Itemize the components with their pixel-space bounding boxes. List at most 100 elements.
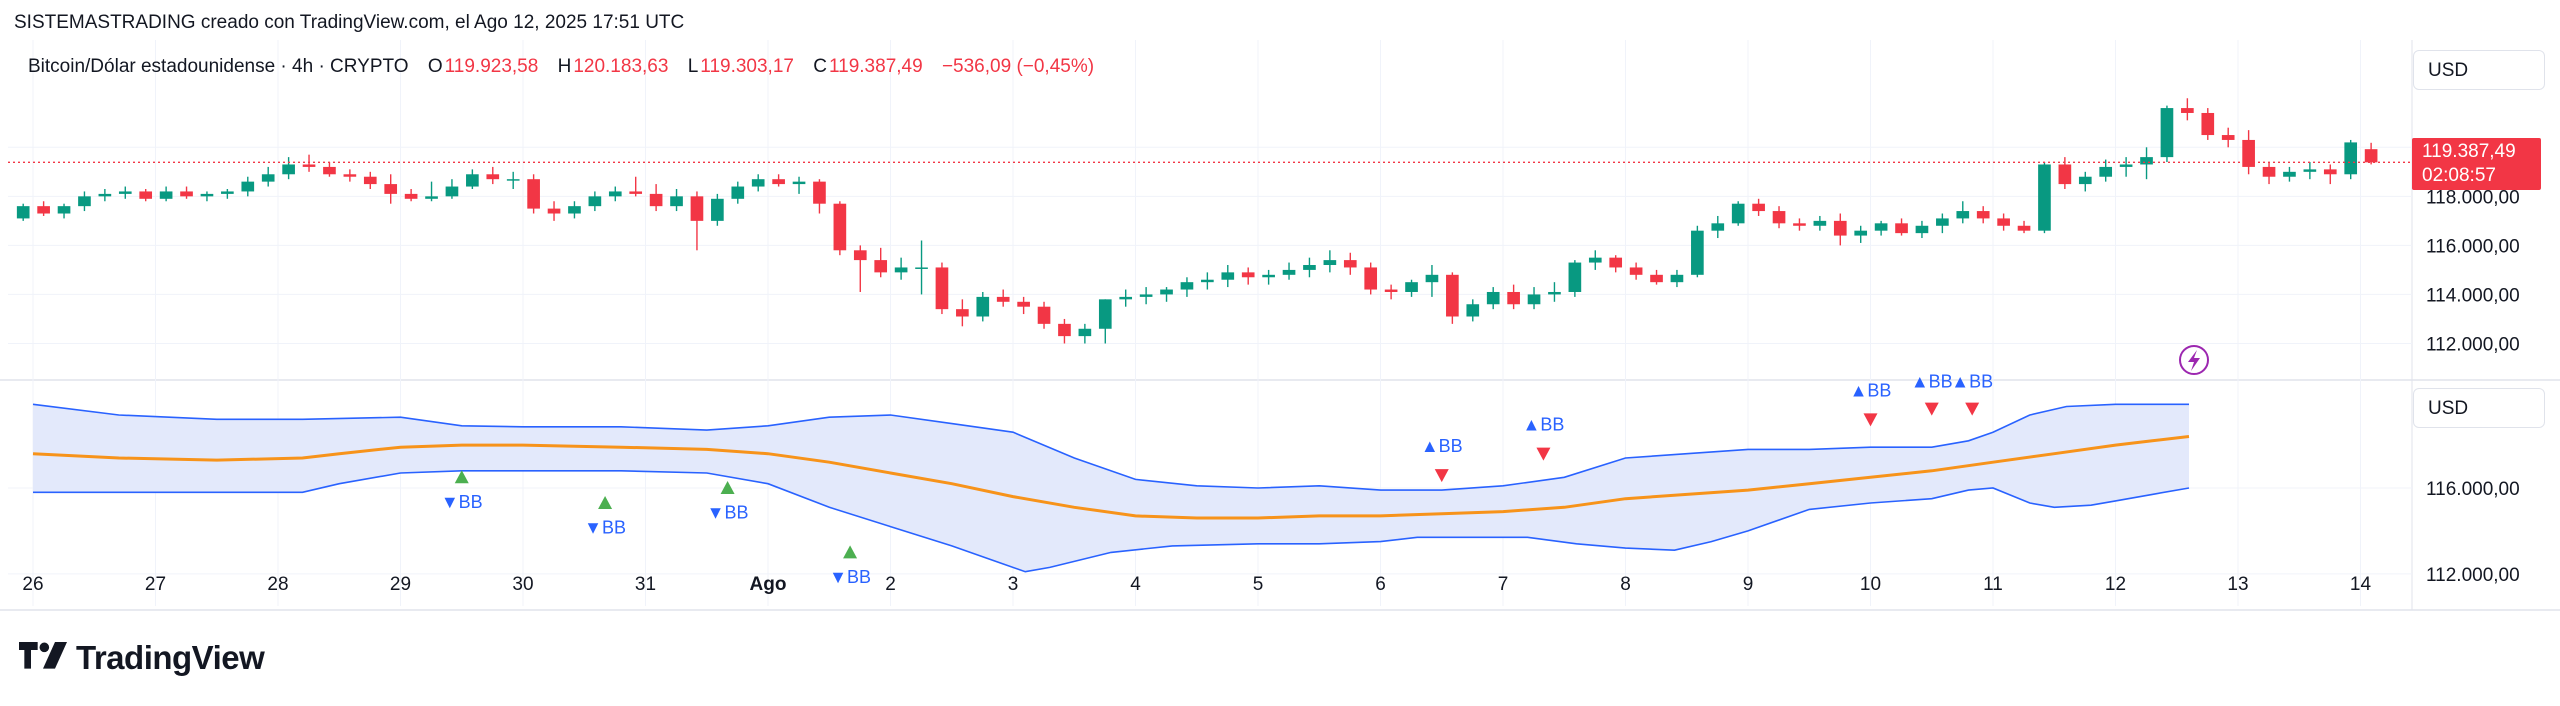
candle-109 — [2242, 130, 2255, 175]
low-label: L — [687, 56, 699, 77]
chart-credit: SISTEMASTRADING creado con TradingView.c… — [14, 12, 685, 33]
candle-body — [1936, 218, 1949, 226]
signal-down-arrow-11 — [1536, 447, 1551, 461]
candle-79 — [1629, 262, 1643, 280]
candle-17 — [363, 171, 377, 189]
candle-70 — [1446, 272, 1459, 324]
candle-94 — [1936, 213, 1949, 234]
candle-body — [466, 174, 479, 187]
candle-102 — [2099, 159, 2113, 182]
y-tick-main-0: 112.000,00 — [2426, 334, 2520, 355]
signal-label-8: ▲BB — [1421, 436, 1463, 456]
candle-72 — [1486, 287, 1500, 310]
candle-body — [1793, 223, 1806, 226]
candle-115 — [2364, 142, 2378, 165]
candle-body — [445, 186, 459, 197]
candle-body — [2119, 164, 2133, 167]
candle-body — [425, 196, 438, 199]
signal-label-5: ▼BB — [707, 503, 749, 523]
logo-wordmark: TradingView — [76, 639, 265, 676]
candle-body — [200, 193, 214, 197]
candle-body — [1384, 289, 1398, 292]
candle-body — [649, 193, 663, 207]
candle-114 — [2344, 139, 2358, 180]
change-value: −536,09 (−0,45%) — [941, 56, 1095, 77]
candle-body — [1752, 203, 1765, 212]
candle-body — [1241, 272, 1255, 278]
candle-77 — [1588, 250, 1602, 270]
candle-57 — [1180, 277, 1194, 297]
candle-33 — [690, 191, 704, 251]
candle-body — [2181, 108, 2194, 113]
candle-body — [2078, 176, 2092, 185]
candle-body — [996, 296, 1010, 302]
candle-body — [874, 260, 888, 273]
candle-body — [159, 191, 173, 199]
candle-body — [118, 191, 132, 194]
candle-99 — [2038, 162, 2051, 234]
candle-82 — [1691, 225, 1704, 278]
high-value: 120.183,63 — [573, 56, 669, 77]
candle-body — [2323, 169, 2337, 175]
bar-countdown: 02:08:57 — [2422, 165, 2496, 186]
close-value: 119.387,49 — [828, 56, 923, 77]
signal-label-7: ▼BB — [829, 567, 871, 587]
candle-body — [2364, 149, 2378, 163]
close-label: C — [813, 56, 827, 77]
candle-68 — [1405, 279, 1418, 297]
candle-20 — [425, 181, 438, 202]
candle-body — [1650, 274, 1663, 283]
candle-body — [2017, 225, 2031, 231]
candle-25 — [527, 174, 540, 214]
candle-60 — [1241, 267, 1255, 285]
candle-body — [2221, 135, 2235, 140]
signal-label-1: ▼BB — [441, 492, 483, 512]
candle-46 — [956, 299, 969, 327]
open-value: 119.923,58 — [444, 56, 539, 77]
price-unit-selector-top[interactable]: USD — [2413, 50, 2545, 90]
candle-body — [404, 193, 418, 199]
candle-body — [343, 174, 357, 177]
candle-86 — [1772, 206, 1786, 229]
candle-45 — [935, 262, 949, 315]
tradingview-logo[interactable]: TradingView — [18, 638, 265, 678]
candle-body — [1976, 211, 1990, 219]
x-tick-11: 6 — [1375, 574, 1386, 595]
candle-9 — [200, 191, 214, 202]
candle-69 — [1425, 265, 1439, 297]
candle-body — [1139, 294, 1153, 297]
candle-body — [935, 267, 949, 310]
candle-body — [772, 179, 785, 185]
signal-down-arrow-17 — [1965, 402, 1980, 416]
candle-body — [1343, 260, 1357, 268]
candle-body — [486, 174, 500, 180]
candle-body — [670, 196, 683, 207]
candle-84 — [1731, 201, 1745, 226]
candle-body — [690, 196, 704, 221]
x-tick-16: 11 — [1983, 574, 2003, 595]
candle-body — [1997, 218, 2010, 226]
price-unit-selector-bottom[interactable]: USD — [2413, 388, 2545, 428]
candle-22 — [466, 169, 479, 189]
candle-26 — [547, 201, 561, 221]
candle-body — [1282, 269, 1296, 275]
candle-53 — [1098, 299, 1112, 344]
candle-body — [1507, 291, 1520, 305]
candle-64 — [1323, 250, 1337, 273]
candle-65 — [1343, 252, 1357, 275]
candle-body — [1527, 294, 1541, 305]
candle-61 — [1262, 269, 1275, 285]
candle-80 — [1650, 269, 1663, 285]
candle-55 — [1139, 287, 1153, 305]
candle-body — [1548, 291, 1561, 295]
candle-body — [547, 208, 561, 214]
candle-112 — [2303, 162, 2317, 180]
candle-body — [180, 191, 193, 197]
candle-body — [241, 181, 255, 192]
candle-85 — [1752, 198, 1765, 216]
candle-body — [1670, 274, 1684, 283]
y-tick-ind-0: 112.000,00 — [2426, 565, 2520, 586]
symbol-title[interactable]: Bitcoin/Dólar estadounidense · 4h · CRYP… — [28, 56, 409, 77]
candle-body — [2344, 142, 2358, 175]
